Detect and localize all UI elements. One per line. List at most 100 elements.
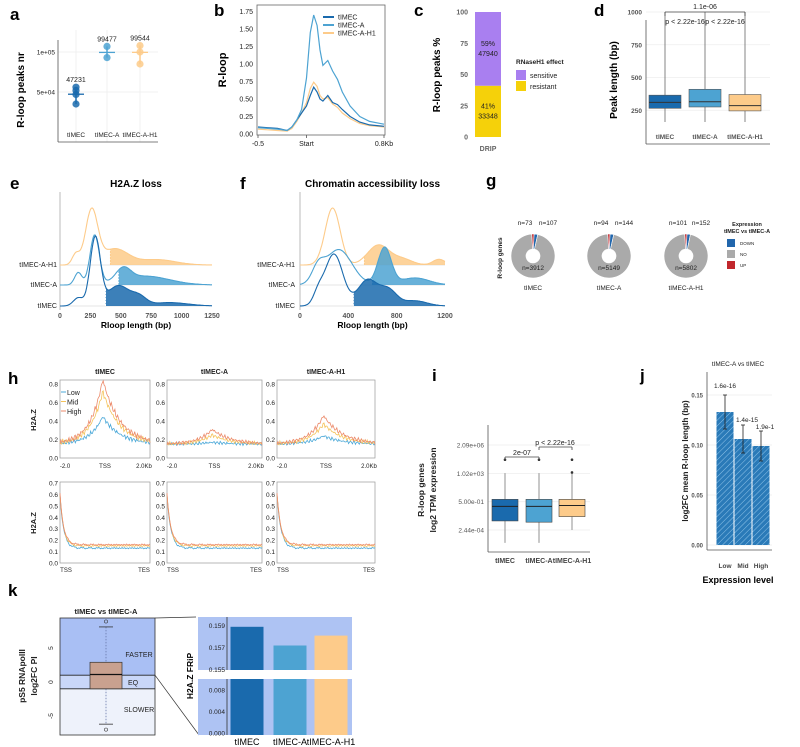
x-tick-label: 500 bbox=[115, 313, 127, 320]
plot-frame bbox=[59, 617, 156, 736]
legend-label: tIMEC bbox=[338, 15, 357, 22]
bar-tIMEC bbox=[230, 626, 264, 735]
outlier-point bbox=[104, 727, 108, 732]
x-tick-label: 250 bbox=[85, 313, 97, 320]
row-label: tIMEC-A bbox=[269, 282, 296, 289]
panel-label: g bbox=[486, 171, 496, 190]
x-tick-label: 2.0Kb bbox=[248, 464, 264, 470]
pie-sample-label: tIMEC bbox=[524, 285, 542, 292]
p-value-label: 1.6e-16 bbox=[714, 383, 736, 390]
legend-label: NO bbox=[740, 252, 747, 257]
profile-line-Low bbox=[59, 416, 151, 446]
y-tick-label: 0.2 bbox=[49, 437, 58, 444]
x-tick-label: tIMEC-A-H1 bbox=[122, 132, 157, 139]
panel-label: h bbox=[8, 369, 18, 388]
pie-slice-NO bbox=[510, 233, 556, 279]
profile-line-Mid bbox=[276, 422, 376, 446]
y-axis-label: R-loop genes bbox=[497, 237, 504, 279]
x-tick-label: -2.0 bbox=[277, 464, 288, 470]
panel-label: j bbox=[639, 366, 645, 385]
genebody-line-Low bbox=[276, 494, 376, 550]
y-tick-label: 5e+04 bbox=[37, 90, 56, 97]
genebody-line-Mid bbox=[59, 495, 151, 548]
x-tick-label: TES bbox=[363, 568, 375, 574]
legend-label: UP bbox=[740, 263, 746, 268]
profile-line-High bbox=[276, 415, 376, 446]
y-tick-label: 0.008 bbox=[209, 688, 226, 695]
profile-line-Mid bbox=[166, 433, 263, 446]
profile-frame bbox=[166, 481, 263, 564]
legend-label: Low bbox=[67, 390, 81, 397]
p-value-label: p < 2.22e-16 bbox=[535, 440, 575, 447]
y-tick-label: 1.00 bbox=[239, 62, 253, 69]
x-tick-label: tIMEC-A bbox=[692, 134, 718, 141]
y-tick-label: 1.25 bbox=[239, 44, 253, 51]
x-tick-label: 750 bbox=[145, 313, 157, 320]
panel-label: a bbox=[10, 5, 20, 24]
x-tick-label: TES bbox=[138, 568, 150, 574]
y-tick-label: 500 bbox=[631, 75, 642, 82]
x-tick-label: TSS bbox=[60, 568, 72, 574]
y-axis-label: Peak length (bp) bbox=[609, 41, 620, 119]
x-tick-label: TSS bbox=[277, 568, 289, 574]
genebody-line-Mid bbox=[276, 495, 376, 548]
bar-percent-label: 59% bbox=[481, 41, 495, 48]
x-tick-label: 1250 bbox=[204, 313, 220, 320]
p-value-label: 2e-07 bbox=[513, 450, 531, 457]
x-tick-label: 1200 bbox=[437, 313, 453, 320]
ridge-fill-tIMEC-A bbox=[372, 247, 445, 285]
row-label: tIMEC-A-H1 bbox=[19, 262, 57, 269]
y-tick-label: 0 bbox=[464, 135, 468, 142]
y-tick-label: 0.7 bbox=[266, 481, 275, 488]
pie-label-up: n=101 bbox=[669, 220, 688, 227]
y-axis-label: log2 TPM expression bbox=[428, 447, 438, 532]
y-tick-label: 0.50 bbox=[239, 97, 253, 104]
series-line-tIMEC-A-H1 bbox=[257, 81, 385, 132]
y-axis-label: H2A.Z bbox=[29, 409, 38, 431]
x-axis-label: Rloop length (bp) bbox=[337, 320, 408, 330]
y-tick-label: 0.00 bbox=[239, 132, 253, 139]
bar-tIMEC-A bbox=[273, 645, 307, 735]
x-tick-label: 0 bbox=[298, 313, 302, 320]
bar-Low bbox=[716, 412, 734, 545]
ridge-line-tIMEC-A-H1 bbox=[60, 207, 212, 266]
ridge-line-tIMEC-A bbox=[60, 234, 212, 286]
series-line-tIMEC-A bbox=[257, 14, 385, 132]
y-tick-label: 0.15 bbox=[691, 394, 703, 400]
y-tick-label: 0.4 bbox=[49, 515, 58, 522]
x-axis-label: Rloop length (bp) bbox=[101, 320, 172, 330]
legend-title: Expression bbox=[732, 222, 762, 228]
chart-title: tIMEC vs tIMEC-A bbox=[75, 607, 139, 616]
x-tick-label: 400 bbox=[342, 313, 354, 320]
pie-slice-NO bbox=[663, 233, 709, 279]
x-tick-label: 0.8Kb bbox=[375, 141, 393, 148]
pie-label-no: n=5149 bbox=[598, 265, 620, 272]
profile-frame bbox=[166, 379, 263, 459]
y-tick-label: 0.2 bbox=[266, 437, 275, 444]
y-tick-label: 0.4 bbox=[266, 419, 275, 426]
box-tIMEC-A-H1 bbox=[728, 94, 762, 112]
plot-frame bbox=[256, 4, 386, 136]
panel-label: i bbox=[432, 366, 437, 385]
row-label: tIMEC-A bbox=[31, 282, 58, 289]
y-tick-label: 0.3 bbox=[266, 526, 275, 533]
x-tick-label: TES bbox=[250, 568, 262, 574]
y-tick-label: 0.6 bbox=[49, 400, 58, 407]
region-label: EQ bbox=[128, 680, 139, 687]
y-tick-label: 0.5 bbox=[49, 503, 58, 510]
legend-label: Mid bbox=[67, 400, 78, 407]
genebody-line-High bbox=[59, 493, 151, 547]
mean-value-label: 99477 bbox=[97, 36, 117, 43]
p-value-label: 1.9e-1 bbox=[756, 424, 775, 431]
y-tick-label: 0.4 bbox=[156, 515, 165, 522]
y-tick-label: 0.157 bbox=[209, 645, 226, 652]
y-tick-label: 0.8 bbox=[266, 382, 275, 389]
bar-Mid bbox=[734, 439, 752, 545]
region-label: FASTER bbox=[125, 652, 152, 659]
y-tick-label: 0.6 bbox=[49, 492, 58, 499]
panel-label: e bbox=[10, 174, 19, 193]
y-tick-label: 1.75 bbox=[239, 9, 253, 16]
box-tIMEC bbox=[648, 94, 682, 109]
y-tick-label: 1e+05 bbox=[37, 50, 56, 57]
pie-slice-NO bbox=[586, 233, 632, 279]
